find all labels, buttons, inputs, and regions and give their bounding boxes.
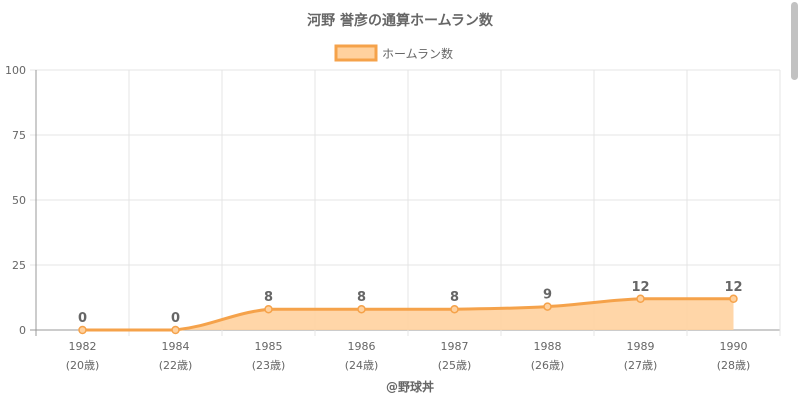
x-axis-ticks: 1982 (20歳) 1984 (22歳) 1985 (23歳) 1986 (24歳) 1987… [66,340,751,372]
legend[interactable]: ホームラン数 [334,44,453,62]
y-axis-ticks: 0 25 50 75 100 [5,64,26,337]
scrollbar-thumb[interactable] [791,2,798,80]
data-point [450,304,459,314]
data-point [78,325,87,335]
data-label: 0 [78,311,87,326]
chart-title: 河野 誉彦の通算ホームラン数 [307,12,494,29]
y-tick-label: 25 [12,259,26,272]
data-label: 8 [450,290,459,305]
data-label: 8 [264,290,273,305]
y-tick-label: 50 [12,194,26,207]
series-line [82,297,734,332]
data-label: 9 [543,288,552,303]
data-label: 8 [357,290,366,305]
x-tick-sublabel: (26歳) [531,359,565,372]
x-tick-label: 1989 [627,340,655,353]
y-tick-label: 100 [5,64,26,77]
x-tick-label: 1984 [162,340,190,353]
data-label: 12 [631,280,649,295]
data-point [636,294,645,304]
x-tick-label: 1985 [255,340,283,353]
x-tick-sublabel: (25歳) [438,359,472,372]
grid [30,69,781,336]
series-points [78,294,738,335]
x-tick-label: 1982 [69,340,97,353]
x-tick-label: 1986 [348,340,376,353]
x-tick-label: 1988 [534,340,562,353]
data-label: 12 [724,280,742,295]
scrollbar-track[interactable] [788,0,800,400]
x-tick-label: 1987 [441,340,469,353]
data-point [171,325,180,335]
x-tick-label: 1990 [720,340,748,353]
data-labels: 0 0 8 8 8 9 12 12 [78,280,743,326]
y-tick-label: 75 [12,129,26,142]
x-tick-sublabel: (20歳) [66,359,100,372]
series-area [82,298,734,330]
credit: @野球丼 [386,379,434,394]
data-point [543,302,552,311]
y-tick-label: 0 [19,324,26,337]
data-point [264,304,273,314]
legend-label: ホームラン数 [382,46,453,61]
data-label: 0 [171,311,180,326]
x-tick-sublabel: (27歳) [624,359,658,372]
data-point [729,294,738,304]
x-tick-sublabel: (23歳) [252,359,286,372]
x-tick-sublabel: (22歳) [159,359,193,372]
data-point [357,304,366,314]
x-tick-sublabel: (28歳) [717,359,751,372]
x-tick-sublabel: (24歳) [345,359,379,372]
legend-swatch [334,44,378,62]
